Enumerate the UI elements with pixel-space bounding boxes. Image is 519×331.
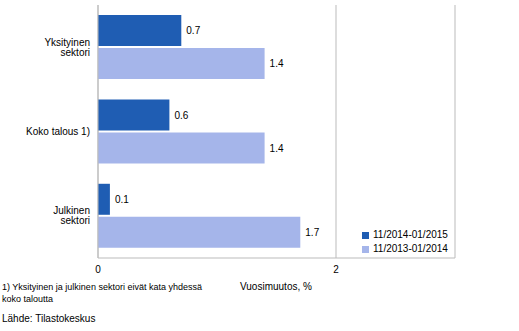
html-text:11/2014-01/2015: 11/2014-01/2015: [373, 229, 448, 240]
svg-text:0.7: 0.7: [186, 25, 200, 36]
html-text:Vuosimuutos, %: Vuosimuutos, %: [240, 281, 312, 292]
svg-text:1.4: 1.4: [270, 143, 284, 154]
svg-text:Yksityinensektori: Yksityinensektori: [44, 37, 90, 58]
html-text:1) Yksityinen ja julkinen sekt: 1) Yksityinen ja julkinen sektori eivät …: [2, 282, 202, 304]
svg-text:0.6: 0.6: [174, 110, 188, 121]
svg-text:1.7: 1.7: [305, 227, 319, 238]
svg-text:0.1: 0.1: [115, 194, 129, 205]
svg-text:1.4: 1.4: [270, 58, 284, 69]
svg-text:Koko talous 1): Koko talous 1): [26, 126, 90, 137]
svg-text:0: 0: [95, 264, 101, 275]
html-text:11/2013-01/2014: 11/2013-01/2014: [373, 243, 448, 254]
svg-text:2: 2: [333, 264, 339, 275]
svg-text:Julkinensektori: Julkinensektori: [53, 205, 90, 226]
html-text:Lähde: Tilastokeskus: Lähde: Tilastokeskus: [2, 313, 96, 324]
